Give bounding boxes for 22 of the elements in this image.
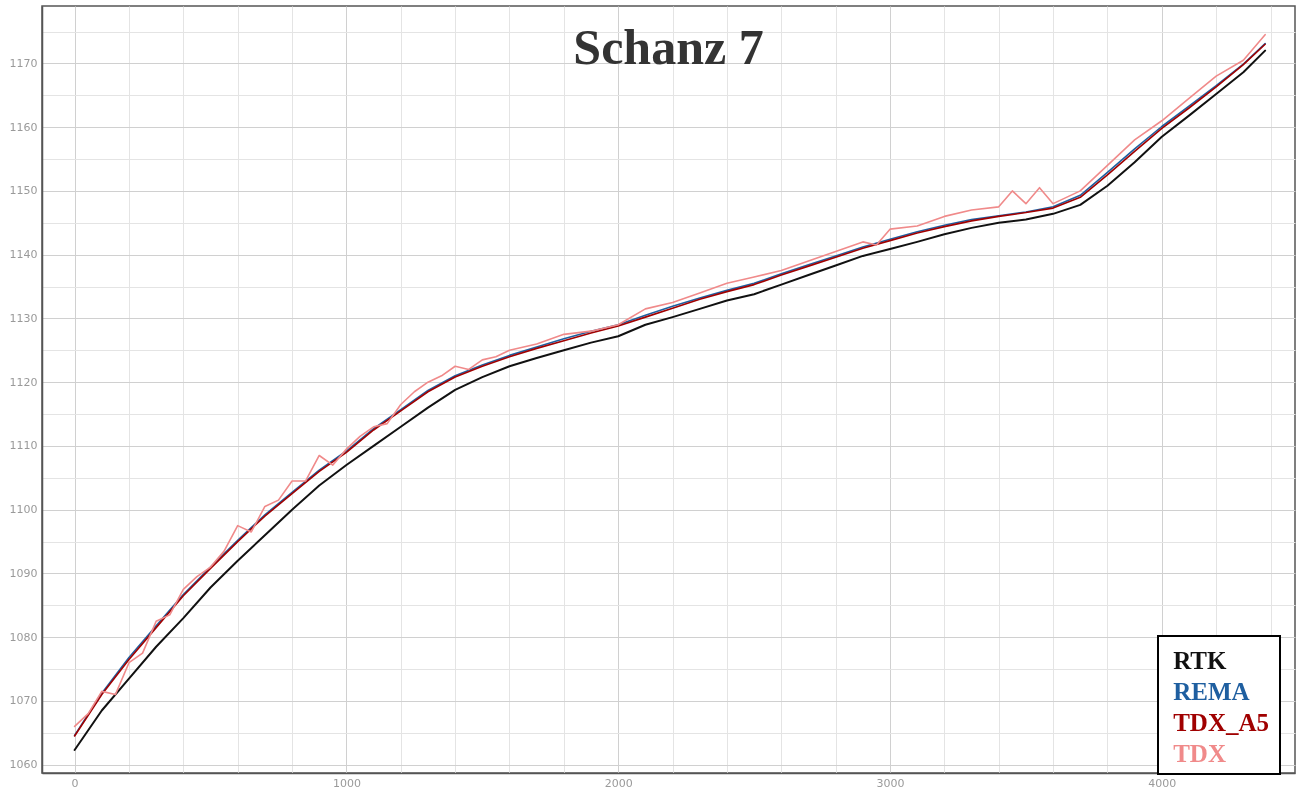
chart-title: Schanz 7 (572, 18, 765, 76)
text: TDX_A5 (1173, 708, 1269, 738)
y-tick-label: 1140 (9, 248, 38, 262)
y-tick-label: 1060 (9, 758, 38, 772)
y-tick-label: 1150 (9, 184, 38, 198)
x-tick-label: 3000 (876, 776, 905, 790)
text: TDX (1173, 739, 1227, 769)
y-tick-label: 1110 (9, 439, 38, 453)
y-tick-label: 1090 (9, 566, 38, 580)
x-tick-label: 0 (71, 776, 79, 790)
y-tick-label: 1170 (9, 56, 38, 70)
y-tick-label: 1130 (9, 311, 38, 325)
y-tick-label: 1160 (9, 120, 38, 134)
y-tick-label: 1070 (9, 694, 38, 708)
text: RTK (1173, 646, 1228, 676)
y-tick-label: 1080 (9, 630, 38, 644)
x-tick-label: 4000 (1148, 776, 1177, 790)
x-tick-label: 2000 (604, 776, 633, 790)
x-tick-label: 1000 (332, 776, 361, 790)
y-tick-label: 1120 (9, 375, 38, 389)
y-tick-label: 1100 (9, 503, 38, 517)
text: REMA (1173, 677, 1251, 707)
